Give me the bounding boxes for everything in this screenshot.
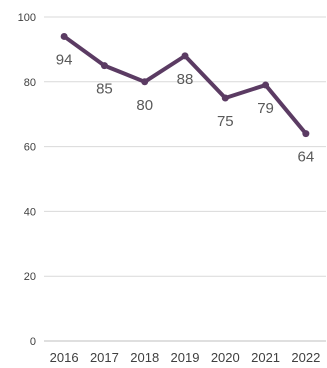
y-tick-label: 60 — [24, 142, 36, 154]
y-tick-label: 20 — [24, 271, 36, 283]
data-label: 79 — [257, 100, 274, 117]
data-labels: 94 85 80 88 75 79 64 — [56, 51, 314, 165]
data-point — [60, 32, 68, 40]
x-tick-label: 2021 — [251, 350, 280, 365]
x-tick-label: 2017 — [90, 350, 119, 365]
x-axis-tick-labels: 2016 2017 2018 2019 2020 2021 2022 — [50, 350, 321, 365]
data-point — [181, 52, 189, 60]
y-axis-tick-labels: 0 20 40 60 80 100 — [18, 12, 36, 348]
x-tick-label: 2020 — [211, 350, 240, 365]
y-tick-label: 100 — [18, 12, 36, 24]
gridlines — [44, 16, 326, 277]
x-tick-label: 2019 — [171, 350, 200, 365]
data-label: 80 — [136, 97, 153, 114]
series-group — [60, 32, 310, 138]
y-tick-label: 0 — [30, 336, 36, 348]
data-label: 88 — [177, 71, 194, 88]
x-tick-label: 2018 — [130, 350, 159, 365]
data-label: 64 — [298, 149, 315, 166]
data-point — [262, 81, 270, 89]
data-point — [302, 130, 310, 138]
data-label: 85 — [96, 81, 113, 98]
data-label: 94 — [56, 51, 73, 68]
data-point — [221, 94, 229, 102]
x-tick-label: 2016 — [50, 350, 79, 365]
y-tick-label: 80 — [24, 77, 36, 89]
x-tick-label: 2022 — [291, 350, 320, 365]
data-label: 75 — [217, 113, 234, 130]
y-tick-label: 40 — [24, 206, 36, 218]
data-point — [141, 78, 149, 86]
data-point — [100, 62, 108, 70]
